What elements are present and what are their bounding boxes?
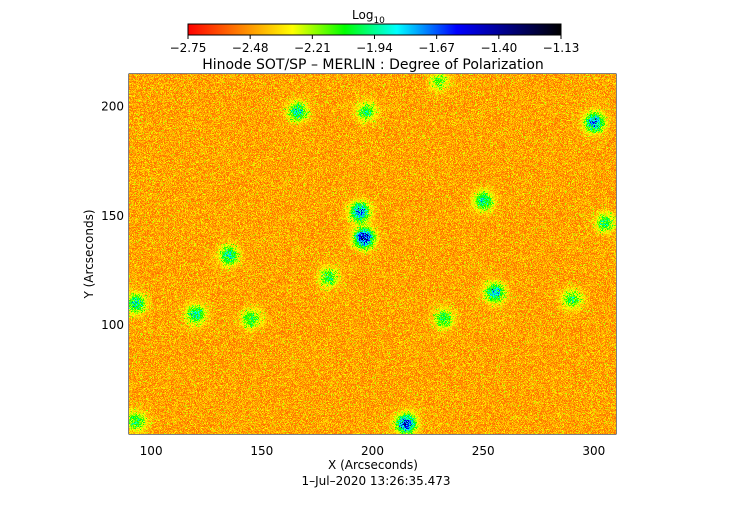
y-tick-label: 100 — [101, 318, 124, 332]
axis-ticks: 100 150 200 250 300 100 150 200 — [101, 74, 617, 458]
y-tick-label: 150 — [101, 209, 124, 223]
timestamp: 1–Jul–2020 13:26:35.473 — [301, 474, 450, 488]
colorbar-tick-label: −2.75 — [170, 41, 207, 55]
colorbar-tick-label: −1.40 — [480, 41, 517, 55]
y-axis-label: Y (Arcseconds) — [82, 209, 96, 299]
colorbar-tick-label: −1.94 — [356, 41, 393, 55]
x-tick-label: 100 — [140, 444, 163, 458]
colorbar-tick-label: −1.13 — [543, 41, 580, 55]
x-axis-label: X (Arcseconds) — [328, 458, 418, 472]
chart-title: Hinode SOT/SP – MERLIN : Degree of Polar… — [202, 57, 544, 73]
x-tick-label: 250 — [472, 444, 495, 458]
x-tick-label: 150 — [250, 444, 273, 458]
x-tick-label: 300 — [582, 444, 605, 458]
x-tick-label: 200 — [361, 444, 384, 458]
colorbar-tick-label: −2.21 — [294, 41, 331, 55]
polarization-heatmap — [129, 74, 616, 434]
colorbar-tick-label: −1.67 — [418, 41, 455, 55]
colorbar — [187, 23, 562, 36]
colorbar-label: Log10 — [352, 8, 385, 26]
y-tick-label: 200 — [101, 100, 124, 114]
colorbar-ticks: −2.75 −2.48 −2.21 −1.94 −1.67 −1.40 −1.13 — [170, 35, 580, 55]
colorbar-tick-label: −2.48 — [232, 41, 269, 55]
